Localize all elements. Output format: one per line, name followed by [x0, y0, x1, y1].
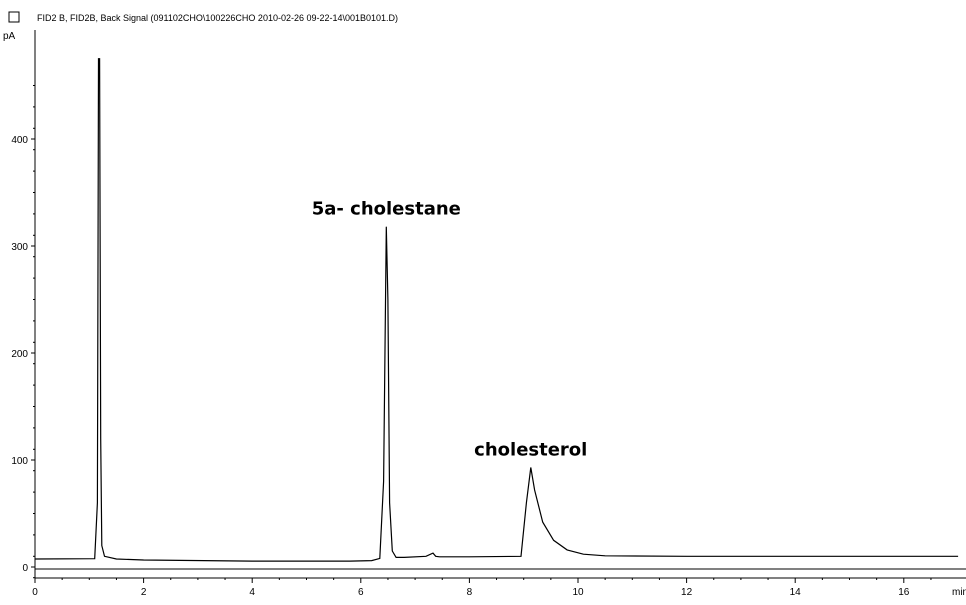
x-tick-label: 0: [32, 587, 38, 598]
x-tick-label: 16: [898, 587, 910, 598]
y-axis-label: pA: [3, 31, 16, 42]
y-ticks: 0 100 200 300 400: [11, 85, 35, 579]
x-tick-label: 2: [141, 587, 147, 598]
x-tick-label: 6: [358, 587, 364, 598]
legend-checkbox[interactable]: [8, 11, 20, 23]
x-tick-label: 14: [790, 587, 802, 598]
chromatogram-trace: [34, 58, 959, 562]
y-tick-label: 300: [11, 242, 28, 253]
y-tick-label: 400: [11, 135, 28, 146]
y-tick-label: 100: [11, 456, 28, 467]
x-tick-label: 10: [572, 587, 584, 598]
x-tick-label: 8: [467, 587, 473, 598]
x-tick-label: 4: [249, 587, 255, 598]
x-axis-label: min: [952, 587, 966, 598]
peak-label: 5a- cholestane: [312, 199, 461, 220]
chart-title: FID2 B, FID2B, Back Signal (091102CHO\10…: [37, 13, 398, 23]
peak-annotations: 5a- cholestane cholesterol: [312, 199, 588, 461]
peak-label: cholesterol: [474, 439, 587, 460]
x-tick-label: 12: [681, 587, 693, 598]
y-tick-label: 200: [11, 349, 28, 360]
x-ticks: 0 2 4 6 8 10 12 14 16: [32, 578, 932, 598]
y-tick-label: 0: [22, 563, 28, 574]
